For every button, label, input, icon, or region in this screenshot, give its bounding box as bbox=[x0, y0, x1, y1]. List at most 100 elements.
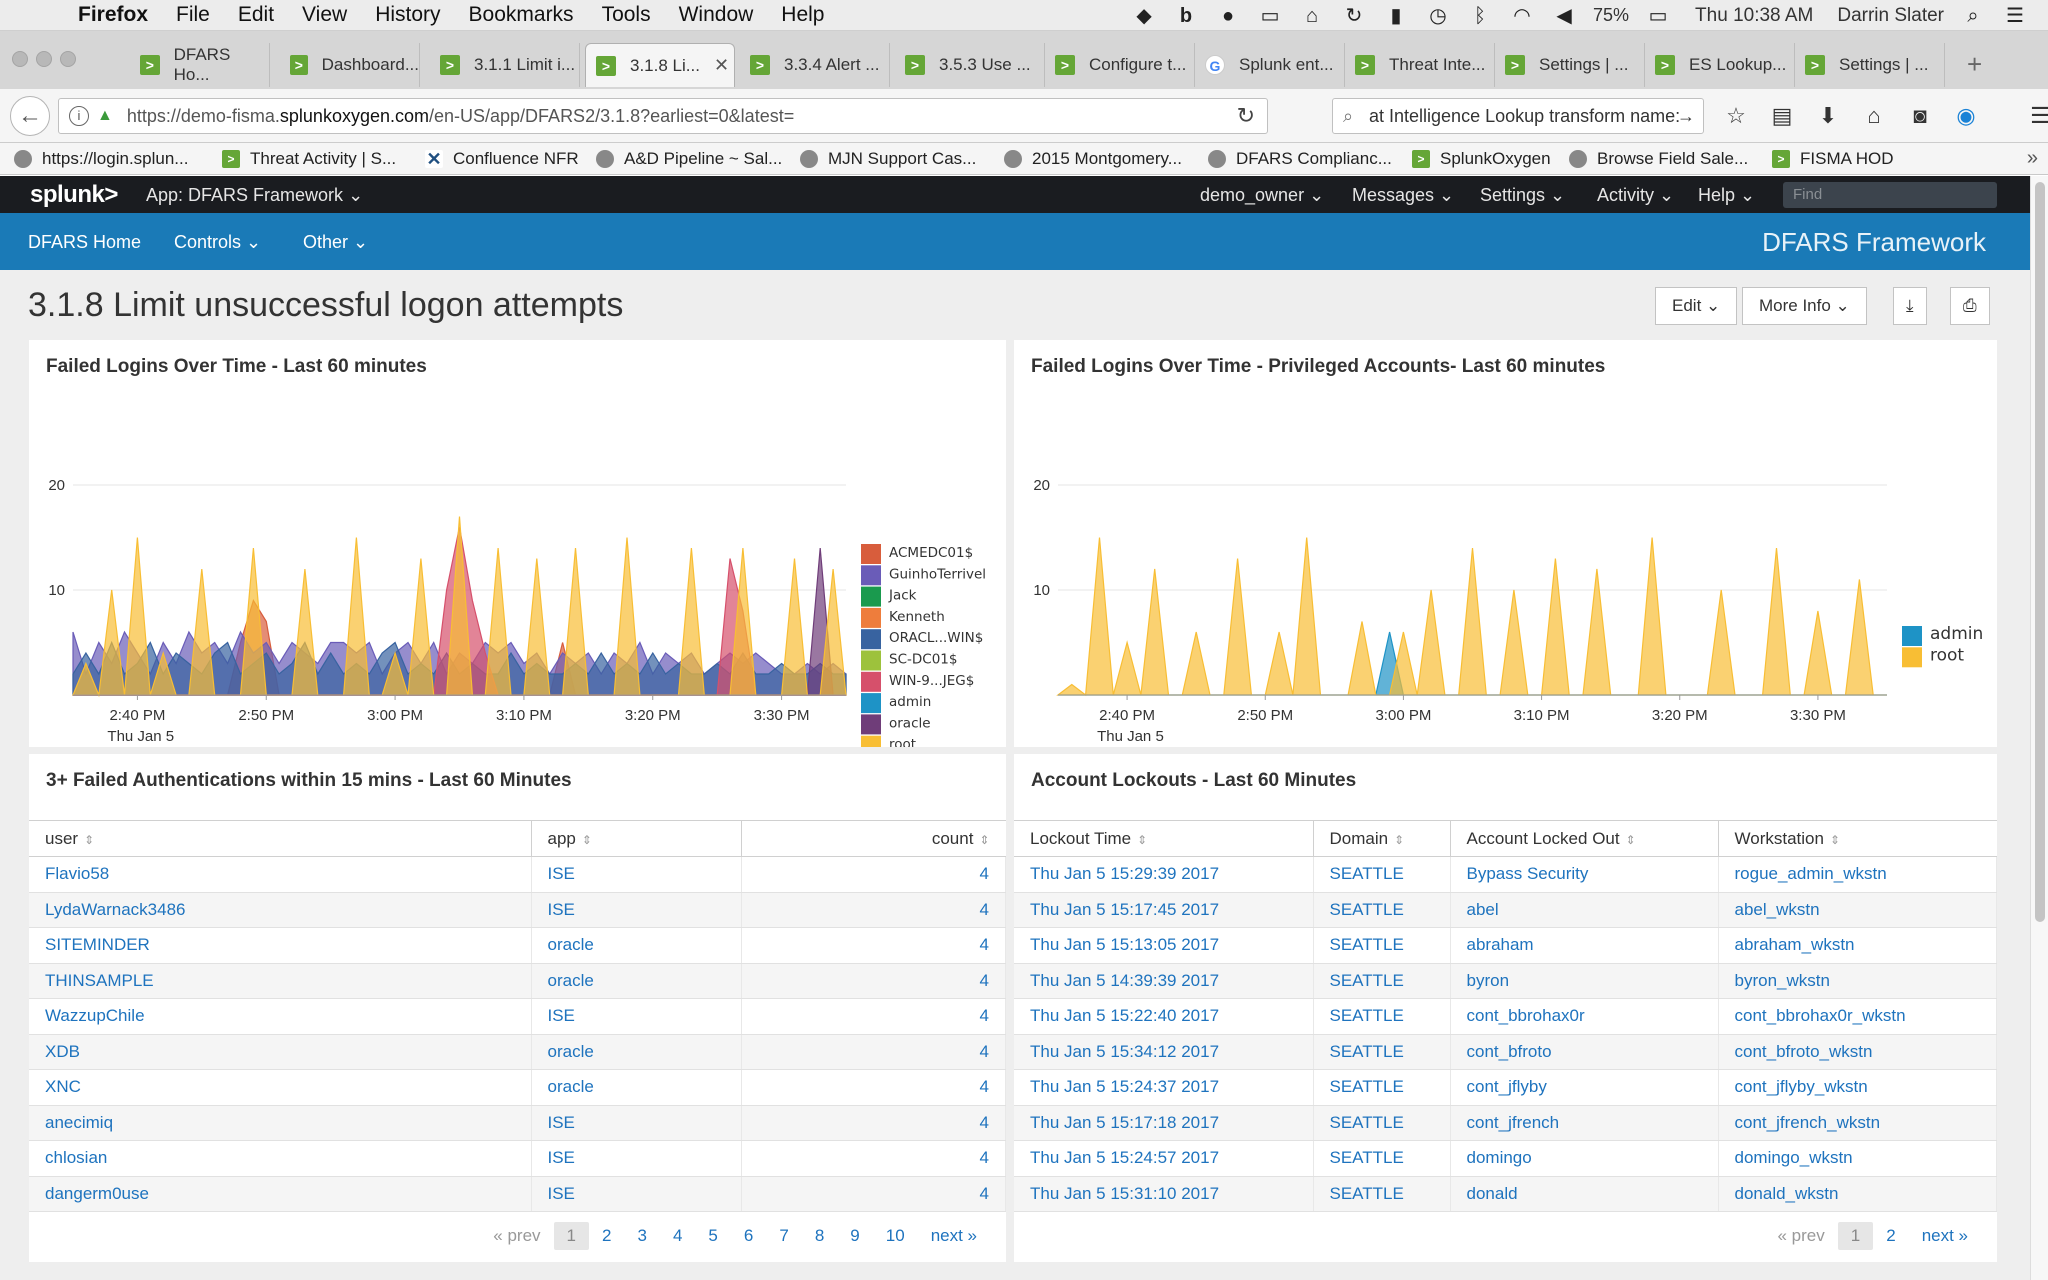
tab-dfars-home[interactable]: > DFARS Ho... bbox=[130, 43, 270, 87]
table-cell[interactable]: Flavio58 bbox=[29, 856, 532, 893]
table-cell[interactable]: cont_bfroto_wkstn bbox=[1718, 1034, 1997, 1070]
menu-view[interactable]: View bbox=[302, 3, 348, 26]
col-app[interactable]: app ⇕ bbox=[531, 820, 742, 857]
bookmark-mjn-support[interactable]: MJN Support Cas... bbox=[800, 149, 976, 169]
nav-other[interactable]: Other ⌄ bbox=[303, 232, 369, 252]
table-cell[interactable]: 4 bbox=[741, 1105, 1006, 1141]
table-row[interactable]: THINSAMPLE oracle 4 bbox=[29, 963, 1006, 999]
tab-3-3-4[interactable]: >3.3.4 Alert ... bbox=[740, 43, 890, 87]
table-cell[interactable]: SEATTLE bbox=[1313, 892, 1451, 928]
table-cell[interactable]: 4 bbox=[741, 1034, 1006, 1070]
tab-splunk-ent[interactable]: G Splunk ent... bbox=[1195, 43, 1345, 87]
table-row[interactable]: XNC oracle 4 bbox=[29, 1069, 1006, 1106]
bookmark-montgomery[interactable]: 2015 Montgomery... bbox=[1004, 149, 1182, 169]
table-cell[interactable]: SEATTLE bbox=[1313, 1105, 1451, 1141]
clock[interactable]: Thu 10:38 AM bbox=[1695, 4, 1814, 26]
table-cell[interactable]: byron bbox=[1450, 963, 1719, 999]
table-cell[interactable]: Thu Jan 5 14:39:39 2017 bbox=[1014, 963, 1314, 999]
table-cell[interactable]: SEATTLE bbox=[1313, 927, 1451, 964]
pager-page[interactable]: 1 bbox=[553, 1222, 590, 1250]
volume-icon[interactable]: ◀ bbox=[1556, 4, 1572, 27]
col-user[interactable]: user ⇕ bbox=[29, 820, 532, 857]
table-cell[interactable]: ISE bbox=[531, 1105, 742, 1141]
table-row[interactable]: chlosian ISE 4 bbox=[29, 1140, 1006, 1177]
url-bar[interactable]: i ▲ https://demo-fisma. splunkoxygen.com /… bbox=[58, 98, 1268, 134]
table-cell[interactable]: SEATTLE bbox=[1313, 998, 1451, 1035]
pager-page[interactable]: 2 bbox=[602, 1226, 612, 1245]
table-row[interactable]: Thu Jan 5 15:31:10 2017 SEATTLE donald dona… bbox=[1014, 1176, 1997, 1212]
menu-edit[interactable]: Edit bbox=[237, 3, 275, 26]
menu-file[interactable]: File bbox=[176, 3, 210, 26]
pager-page[interactable]: 7 bbox=[779, 1226, 789, 1245]
table-row[interactable]: Thu Jan 5 15:24:57 2017 SEATTLE domingo dom… bbox=[1014, 1140, 1997, 1177]
table-row[interactable]: Thu Jan 5 15:22:40 2017 SEATTLE cont_bbroh… bbox=[1014, 998, 1997, 1035]
bookmark-fisma-hod[interactable]: > FISMA HOD bbox=[1772, 149, 1894, 169]
home-menu-icon[interactable]: ⌂ bbox=[1305, 4, 1319, 27]
tab-3-1-1[interactable]: >3.1.1 Limit i... bbox=[430, 43, 580, 87]
cast-icon[interactable]: ▭ bbox=[1260, 4, 1280, 27]
table-cell[interactable]: 4 bbox=[741, 1176, 1006, 1212]
search-icon[interactable]: ⌕ bbox=[1967, 4, 1979, 27]
tab-configure[interactable]: > Configure t... bbox=[1045, 43, 1195, 87]
table-cell[interactable]: Thu Jan 5 15:31:10 2017 bbox=[1014, 1176, 1314, 1212]
table-cell[interactable]: donald bbox=[1450, 1176, 1719, 1212]
bookmark-splunkoxygen[interactable]: > SplunkOxygen bbox=[1412, 149, 1551, 169]
table-cell[interactable]: abel_wkstn bbox=[1718, 892, 1997, 928]
col-workstation[interactable]: Workstation ⇕ bbox=[1718, 820, 1997, 857]
home-icon[interactable]: ⌂ bbox=[1867, 103, 1881, 128]
pager-page[interactable]: 6 bbox=[743, 1226, 754, 1245]
chevron-more-icon[interactable]: » bbox=[2026, 147, 2038, 169]
tab-3-1-8[interactable]: >3.1.8 Li... ✕ bbox=[585, 43, 735, 87]
table-cell[interactable]: ISE bbox=[531, 1176, 742, 1212]
back-button[interactable]: ← bbox=[10, 96, 50, 136]
zoom-window-icon[interactable] bbox=[60, 51, 76, 67]
table-cell[interactable]: ISE bbox=[531, 998, 742, 1035]
pager-prev[interactable]: « prev bbox=[1777, 1226, 1825, 1245]
bookmark-login-splunk[interactable]: https://login.splun... bbox=[14, 149, 188, 169]
find-input[interactable]: Find bbox=[1783, 182, 1997, 208]
splunk-logo[interactable]: splunk> bbox=[30, 181, 118, 208]
table-cell[interactable]: anecimiq bbox=[29, 1105, 532, 1141]
bookmark-confluence[interactable]: ✕ Confluence NFR bbox=[425, 149, 579, 169]
edit-button[interactable]: Edit ⌄ bbox=[1655, 287, 1738, 325]
table-cell[interactable]: SEATTLE bbox=[1313, 1034, 1451, 1070]
table-cell[interactable]: 4 bbox=[741, 856, 1006, 893]
table-row[interactable]: Thu Jan 5 15:17:18 2017 SEATTLE cont_jfren… bbox=[1014, 1105, 1997, 1141]
lock-icon[interactable]: ▲ bbox=[97, 107, 113, 124]
wifi-icon[interactable]: ◠ bbox=[1513, 4, 1531, 27]
minimize-window-icon[interactable] bbox=[36, 51, 52, 67]
menu-history[interactable]: History bbox=[375, 3, 441, 26]
pager-page[interactable]: 9 bbox=[850, 1226, 860, 1245]
tab-settings-1[interactable]: > Settings | ... bbox=[1495, 43, 1645, 87]
pager-page[interactable]: 2 bbox=[1886, 1226, 1896, 1245]
table-cell[interactable]: ISE bbox=[531, 1140, 742, 1177]
table-row[interactable]: Flavio58 ISE 4 bbox=[29, 856, 1006, 893]
pager-page[interactable]: 4 bbox=[672, 1226, 683, 1245]
table-cell[interactable]: 4 bbox=[741, 892, 1006, 928]
table-cell[interactable]: oracle bbox=[531, 927, 742, 964]
pager-page[interactable]: 8 bbox=[814, 1226, 825, 1245]
table-cell[interactable]: Thu Jan 5 15:29:39 2017 bbox=[1014, 856, 1314, 893]
table-cell[interactable]: SITEMINDER bbox=[29, 927, 532, 964]
menu-app-name[interactable]: Firefox bbox=[78, 3, 149, 26]
close-window-icon[interactable] bbox=[12, 51, 28, 67]
tab-threat-intel[interactable]: > Threat Inte... bbox=[1345, 43, 1495, 87]
nav-dfars-home[interactable]: DFARS Home bbox=[28, 232, 142, 252]
table-cell[interactable]: cont_jfrench_wkstn bbox=[1718, 1105, 1997, 1141]
table-cell[interactable]: oracle bbox=[531, 963, 742, 999]
star-icon[interactable]: ☆ bbox=[1726, 103, 1746, 128]
table-row[interactable]: Thu Jan 5 15:29:39 2017 SEATTLE Bypass Sec… bbox=[1014, 856, 1997, 893]
table-cell[interactable]: SEATTLE bbox=[1313, 963, 1451, 999]
battery-icon[interactable]: ▭ bbox=[1648, 4, 1668, 27]
table-cell[interactable]: Thu Jan 5 15:24:37 2017 bbox=[1014, 1069, 1314, 1106]
hamburger-icon[interactable]: ☰ bbox=[2030, 103, 2048, 128]
table-cell[interactable]: Bypass Security bbox=[1450, 856, 1719, 893]
table-cell[interactable]: THINSAMPLE bbox=[29, 963, 532, 999]
table-cell[interactable]: cont_jfrench bbox=[1450, 1105, 1719, 1141]
table-cell[interactable]: 4 bbox=[741, 998, 1006, 1035]
lock-menu-icon[interactable]: ▮ bbox=[1390, 4, 1402, 27]
table-cell[interactable]: cont_bfroto bbox=[1450, 1034, 1719, 1070]
table-cell[interactable]: Thu Jan 5 15:22:40 2017 bbox=[1014, 998, 1314, 1035]
table-cell[interactable]: domingo bbox=[1450, 1140, 1719, 1177]
table-cell[interactable]: Thu Jan 5 15:17:18 2017 bbox=[1014, 1105, 1314, 1141]
